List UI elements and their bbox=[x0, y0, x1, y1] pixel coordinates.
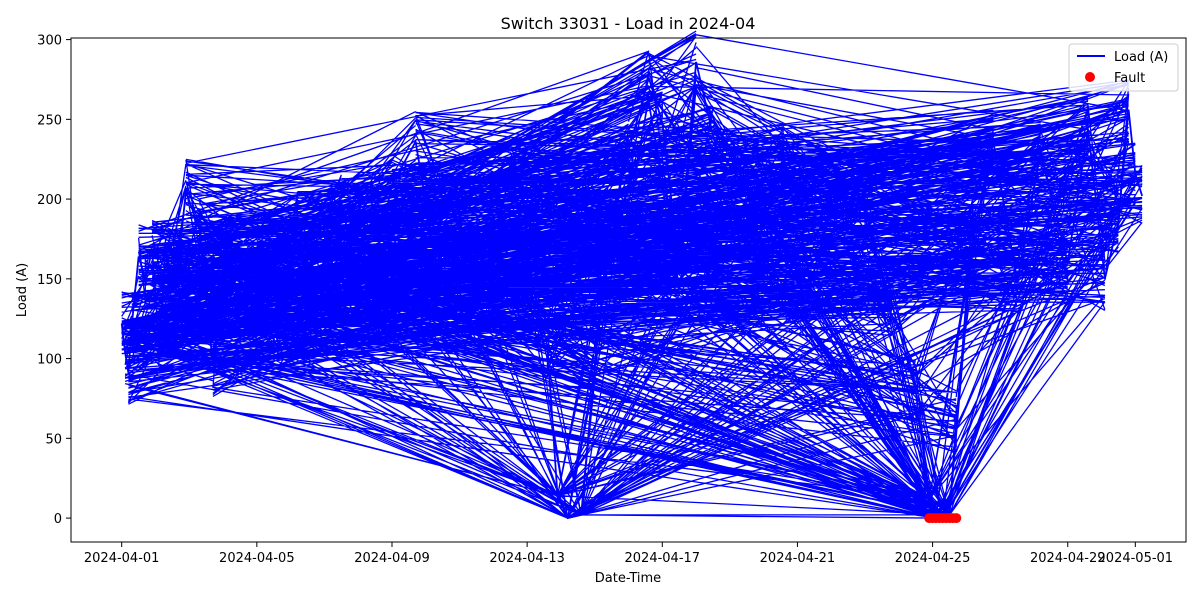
plot-frame bbox=[70, 37, 1187, 543]
y-tick-label: 300 bbox=[37, 34, 62, 49]
chart-title: Switch 33031 - Load in 2024-04 bbox=[501, 14, 756, 33]
x-tick-label: 2024-04-09 bbox=[354, 551, 430, 566]
y-tick-label: 200 bbox=[37, 193, 62, 208]
x-axis: 2024-04-01 2024-04-05 2024-04-09 2024-04-13… bbox=[84, 542, 1173, 566]
y-axis-label: Load (A) bbox=[15, 263, 30, 317]
y-tick-label: 100 bbox=[37, 353, 62, 368]
x-tick-label: 2024-04-29 bbox=[1030, 551, 1106, 566]
x-tick-label: 2024-05-01 bbox=[1098, 551, 1174, 566]
x-tick-label: 2024-04-25 bbox=[895, 551, 971, 566]
legend-load-label: Load (A) bbox=[1114, 50, 1168, 65]
y-axis: 0 50 100 150 200 250 300 bbox=[37, 34, 71, 527]
x-tick-label: 2024-04-05 bbox=[219, 551, 295, 566]
legend-fault-marker-swatch bbox=[1085, 72, 1095, 82]
y-tick-label: 250 bbox=[37, 113, 62, 128]
y-tick-label: 50 bbox=[45, 432, 62, 447]
fault-point bbox=[951, 513, 962, 524]
x-axis-label: Date-Time bbox=[595, 571, 661, 586]
legend-fault-label: Fault bbox=[1114, 71, 1145, 86]
y-tick-label: 150 bbox=[37, 273, 62, 288]
legend: Load (A) Fault bbox=[1068, 43, 1179, 92]
plot-series bbox=[120, 30, 1143, 524]
x-tick-label: 2024-04-01 bbox=[84, 551, 160, 566]
x-tick-label: 2024-04-17 bbox=[625, 551, 701, 566]
x-tick-label: 2024-04-21 bbox=[760, 551, 836, 566]
load-series-tangle bbox=[121, 30, 1143, 519]
load-series-line bbox=[120, 61, 1143, 520]
x-tick-label: 2024-04-13 bbox=[489, 551, 565, 566]
y-tick-label: 0 bbox=[54, 512, 62, 527]
